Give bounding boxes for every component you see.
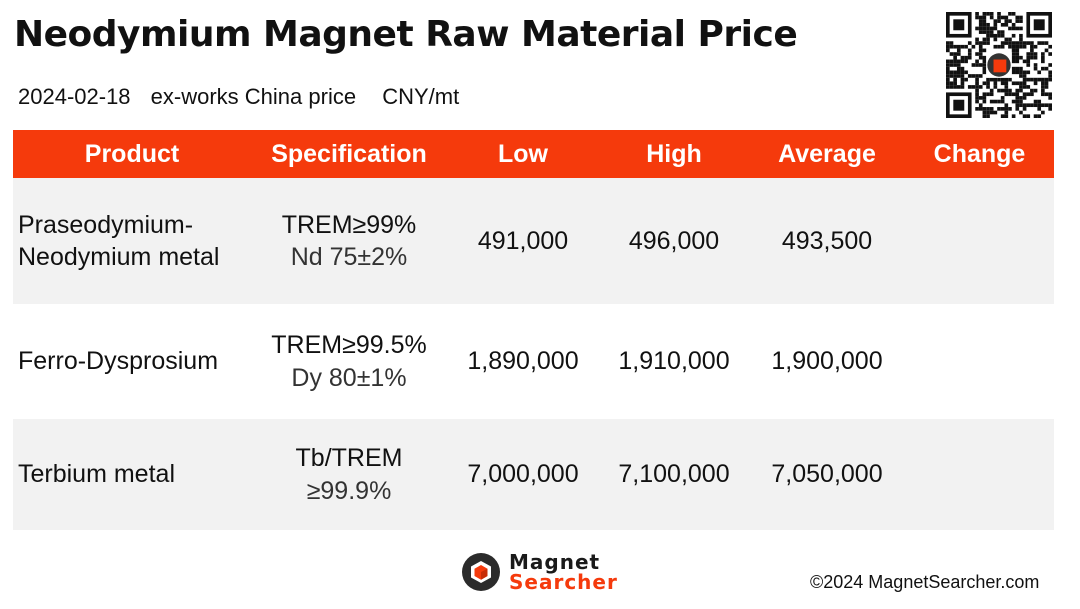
- spec-line: TREM≥99.5%: [271, 331, 427, 359]
- header-average: Average: [778, 139, 876, 168]
- high-price-cell: 7,100,000: [618, 460, 730, 489]
- product-name-line: Praseodymium-: [18, 210, 194, 239]
- high-price-cell: 496,000: [628, 226, 720, 255]
- table-row: Ferro-Dysprosium TREM≥99.5% Dy 80±1% 1,8…: [13, 304, 1054, 419]
- product-name-line: Neodymium metal: [18, 243, 220, 271]
- product-cell: Praseodymium- Neodymium metal: [13, 209, 251, 274]
- low-price-cell: 491,000: [477, 226, 569, 255]
- specification-cell: TREM≥99.5% Dy 80±1%: [251, 329, 447, 394]
- low-price-cell: 1,890,000: [467, 347, 579, 376]
- table-header: Product Specification Low High Average C…: [13, 130, 1054, 178]
- table-row: Terbium metal Tb/TREM ≥99.9% 7,000,000 7…: [13, 419, 1054, 530]
- specification-cell: TREM≥99% Nd 75±2%: [251, 209, 447, 274]
- subtitle: 2024-02-18 ex-works China price CNY/mt: [18, 84, 473, 110]
- product-name-line: Ferro-Dysprosium: [18, 347, 219, 376]
- specification-cell: Tb/TREM ≥99.9%: [251, 442, 447, 507]
- product-name-line: Terbium metal: [18, 460, 175, 489]
- header-product: Product: [84, 139, 180, 168]
- high-price-cell: 1,910,000: [618, 347, 730, 376]
- price-date: 2024-02-18: [18, 84, 131, 109]
- header-change: Change: [933, 139, 1026, 168]
- spec-line: ≥99.9%: [306, 476, 392, 505]
- low-price-cell: 7,000,000: [467, 460, 579, 489]
- header-low: Low: [498, 139, 548, 168]
- average-price-cell: 7,050,000: [771, 460, 883, 489]
- logo-word-searcher: Searcher: [509, 570, 618, 594]
- spec-line: Nd 75±2%: [290, 243, 408, 271]
- qr-code-icon[interactable]: [946, 12, 1052, 118]
- header-high: High: [646, 139, 702, 168]
- spec-line: TREM≥99%: [281, 210, 417, 239]
- header-specification: Specification: [271, 139, 427, 168]
- product-cell: Terbium metal: [13, 458, 251, 491]
- spec-line: Dy 80±1%: [291, 363, 407, 392]
- spec-line: Tb/TREM: [295, 444, 403, 472]
- price-unit: CNY/mt: [382, 84, 460, 109]
- average-price-cell: 493,500: [781, 226, 873, 255]
- magnet-searcher-logo[interactable]: Magnet Searcher: [461, 552, 618, 592]
- average-price-cell: 1,900,000: [771, 347, 883, 376]
- product-cell: Ferro-Dysprosium: [13, 345, 251, 378]
- price-table: Product Specification Low High Average C…: [13, 130, 1054, 530]
- page-title: Neodymium Magnet Raw Material Price: [14, 14, 798, 55]
- copyright-notice: ©2024 MagnetSearcher.com: [810, 572, 1040, 592]
- table-row: Praseodymium- Neodymium metal TREM≥99% N…: [13, 178, 1054, 304]
- magnet-searcher-logo-icon: [462, 553, 500, 591]
- price-basis: ex-works China price: [150, 84, 357, 109]
- logo-word-magnet: Magnet: [509, 550, 601, 574]
- logo-wordmark: Magnet Searcher: [509, 552, 618, 592]
